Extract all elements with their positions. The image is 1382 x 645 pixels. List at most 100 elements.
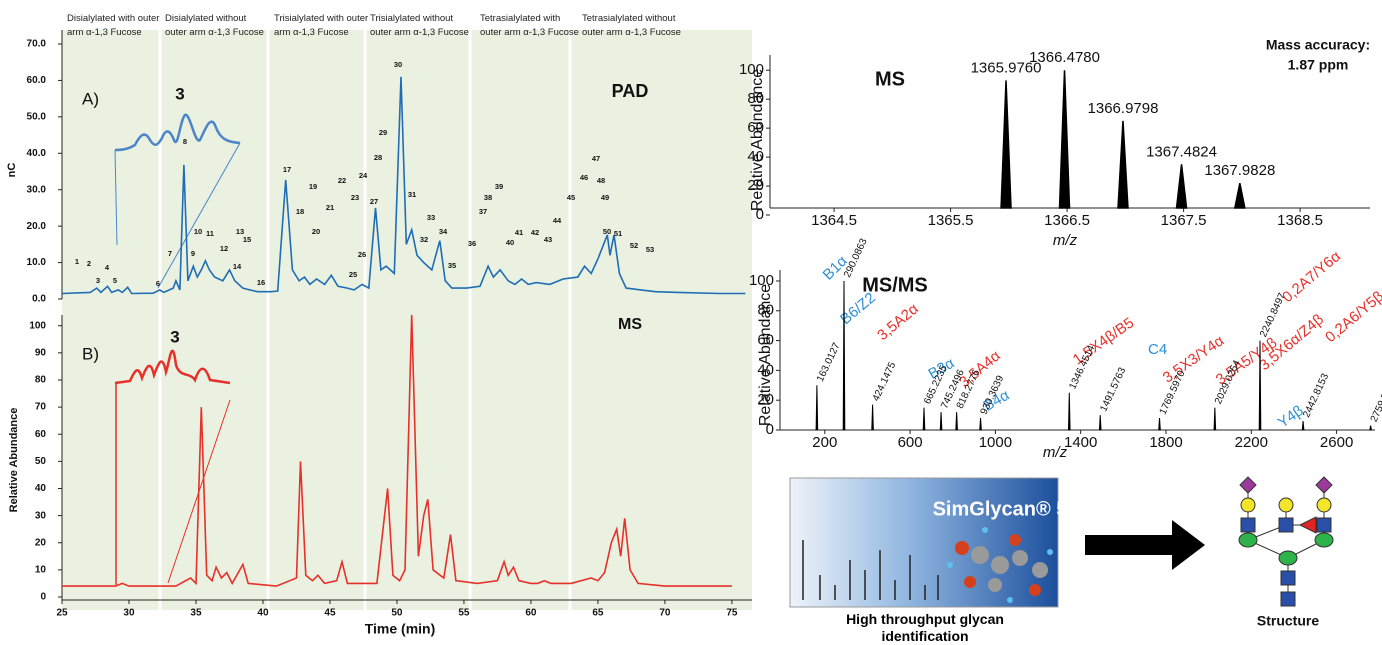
peak <box>1233 183 1246 209</box>
peak-label: 7 <box>168 249 172 258</box>
y-tick-label: 60 <box>35 429 47 440</box>
peak-label: 14 <box>233 262 242 271</box>
structure-label: Structure <box>1257 613 1319 629</box>
peak-label: 13 <box>236 227 244 236</box>
panel-label: B) <box>82 344 99 363</box>
software-name: SimGlycan® 5 <box>933 498 1068 520</box>
x-tick-label: 1368.5 <box>1277 212 1323 229</box>
x-tick-label: 1367.5 <box>1161 212 1207 229</box>
x-tick-label: 60 <box>525 608 537 619</box>
x-axis-label: m/z <box>1043 444 1068 461</box>
y-tick-label: 20.0 <box>27 221 47 232</box>
x-tick-label: 65 <box>592 608 604 619</box>
y-tick-label: 80 <box>35 375 47 386</box>
peak-label: 26 <box>358 250 366 259</box>
glycan-structure <box>1238 476 1334 607</box>
peak-label: 9 <box>191 249 195 258</box>
x-tick-label: 1000 <box>979 434 1012 451</box>
peak <box>1369 425 1373 431</box>
peak-label: 52 <box>630 241 638 250</box>
region-separators <box>158 30 572 610</box>
peak-label: 5 <box>113 276 117 285</box>
region-label: Trisialylated without outer arm α-1,3 Fu… <box>370 13 469 38</box>
peak-label: 45 <box>567 193 575 202</box>
panel-label: A) <box>82 89 99 108</box>
y-tick-label: 40 <box>35 483 47 494</box>
peak-label: 1491.5763 <box>1098 366 1128 414</box>
peak-label: 28 <box>374 153 382 162</box>
y-tick-label: 10 <box>35 565 47 576</box>
x-tick-label: 70 <box>659 608 671 619</box>
y-axis-label: Relative Abundance <box>749 69 766 211</box>
peak-label: 47 <box>592 154 600 163</box>
y-tick-label: 40 <box>747 148 764 165</box>
y-tick-label: 50.0 <box>27 111 47 122</box>
fragment-label: C4 <box>1148 341 1167 358</box>
inset-connector <box>157 142 241 289</box>
peak-label: 25 <box>349 270 357 279</box>
chart-title: MS <box>875 68 905 90</box>
x-axis-label: Time (min) <box>365 621 436 637</box>
peak-label: 1366.9798 <box>1088 100 1159 117</box>
peak <box>1213 407 1217 431</box>
peak <box>1175 164 1188 209</box>
peak-label: 33 <box>427 213 435 222</box>
y-tick-label: 20 <box>35 537 47 548</box>
y-tick-label: 10.0 <box>27 257 47 268</box>
peak <box>842 280 846 431</box>
peak-label: 37 <box>479 207 487 216</box>
peak-label: 1 <box>75 257 79 266</box>
region-label: Disialylated without outer arm α-1,3 Fuc… <box>165 13 264 38</box>
x-tick-label: 45 <box>324 608 336 619</box>
peak-label: 27 <box>370 197 378 206</box>
y-tick-label: 80 <box>747 90 764 107</box>
y-tick-label: 20 <box>747 177 764 194</box>
x-tick-label: 55 <box>458 608 470 619</box>
trace <box>61 76 746 295</box>
peak-label: 43 <box>544 235 552 244</box>
peak <box>1098 415 1102 431</box>
x-tick-label: 35 <box>190 608 202 619</box>
region-label: Tetrasialylated without outer arm α-1,3 … <box>582 13 681 38</box>
region-label: Disialylated with outer arm α-1,3 Fucose <box>67 13 160 38</box>
peak-label: 2442.8153 <box>1301 372 1331 420</box>
peak-label: 19 <box>309 182 317 191</box>
y-tick-label: 60.0 <box>27 75 47 86</box>
software-caption: High throughput glycan identification <box>846 611 1004 644</box>
y-tick-label: 30.0 <box>27 184 47 195</box>
peak-label: 1365.9760 <box>971 59 1042 76</box>
peak-label: 29 <box>379 128 387 137</box>
region-label: Tetrasialylated with outer arm α-1,3 Fuc… <box>480 13 579 38</box>
chart-title: PAD <box>612 81 649 101</box>
peak <box>955 412 958 431</box>
peak-label: 46 <box>580 173 588 182</box>
software-image <box>789 477 1059 608</box>
y-tick-label: 70 <box>35 402 47 413</box>
peak-label: 10 <box>194 227 202 236</box>
peak-label: 24 <box>359 171 368 180</box>
peak-label: 42 <box>531 228 539 237</box>
y-tick-label: 60 <box>747 119 764 136</box>
peak-label: 50 <box>603 227 611 236</box>
region-label: Trisialylated with outer arm α-1,3 Fucos… <box>274 13 369 38</box>
x-tick-label: 1400 <box>1064 434 1097 451</box>
x-tick-label: 25 <box>56 608 68 619</box>
peak-label: 22 <box>338 176 346 185</box>
peak-label: 1367.4824 <box>1146 143 1217 160</box>
x-tick-label: 600 <box>898 434 923 451</box>
peak-label: 41 <box>515 228 523 237</box>
peak <box>815 385 819 431</box>
y-tick-label: 50 <box>35 456 47 467</box>
peak-label: 34 <box>439 227 448 236</box>
peak-label: 31 <box>408 190 416 199</box>
y-axis-label: nC <box>6 163 18 178</box>
x-tick-label: 2600 <box>1320 434 1353 451</box>
x-tick-label: 30 <box>123 608 135 619</box>
peak-label: 32 <box>420 235 428 244</box>
y-tick-label: 100 <box>749 272 774 289</box>
peak-label: 163.0127 <box>815 341 843 384</box>
x-axis-label: m/z <box>1053 232 1078 249</box>
inset-trace <box>114 113 241 152</box>
